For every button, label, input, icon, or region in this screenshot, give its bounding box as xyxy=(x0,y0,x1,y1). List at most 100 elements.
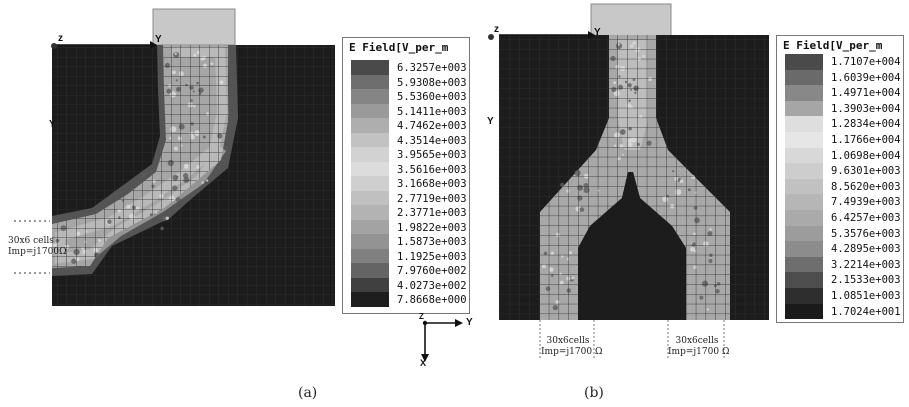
legend-color-swatch xyxy=(351,147,389,162)
panel-b-caption: (b) xyxy=(584,385,604,401)
legend-value-label: 5.9308e+003 xyxy=(397,76,467,89)
field-speckle xyxy=(165,216,169,220)
panel-b-axis-y-label: Y xyxy=(594,27,601,38)
legend-color-swatch xyxy=(351,277,389,292)
panel-a-port-note-line1: 30x6 cells xyxy=(8,236,54,246)
legend-value-label: 1.1766e+004 xyxy=(831,134,901,146)
panel-b-inner-notch xyxy=(578,172,686,320)
legend-color-swatch xyxy=(785,194,823,210)
field-speckle xyxy=(201,181,204,184)
legend-color-swatch xyxy=(785,288,823,304)
panel-a-legend: E Field[V_per_m 6.3257e+003 5.9308e+003 5.… xyxy=(342,37,470,314)
legend-color-swatch xyxy=(351,219,389,234)
field-speckle xyxy=(160,226,164,231)
legend-value-label: 6.3257e+003 xyxy=(397,62,467,74)
legend-color-swatch xyxy=(351,292,389,307)
legend-color-swatch xyxy=(351,234,389,249)
legend-value-label: 6.4257e+003 xyxy=(831,212,901,224)
legend-color-swatch xyxy=(351,263,389,278)
field-speckle xyxy=(560,182,565,187)
legend-color-swatch xyxy=(351,176,389,191)
legend-value-label: 4.7462e+003 xyxy=(397,120,467,132)
field-speckle xyxy=(161,215,168,222)
legend-value-label: 1.0698e+004 xyxy=(831,149,901,162)
panel-b-right-port-line2: Imp=j1700 Ω xyxy=(668,347,730,357)
legend-color-swatch xyxy=(785,100,823,117)
panel-a-origin-marker xyxy=(51,43,57,49)
panel-a-axis-z-label: z xyxy=(58,33,63,44)
legend-value-label: 7.9760e+002 xyxy=(397,265,467,277)
panel-b-legend-title: E Field[V_per_m xyxy=(783,39,883,52)
panel-b-left-port-note: 30x6cells Imp=j1700 Ω xyxy=(541,336,603,358)
legend-value-label: 1.5873e+003 xyxy=(397,236,467,248)
legend-value-label: 1.4971e+004 xyxy=(831,87,901,100)
legend-value-label: 1.3903e+004 xyxy=(831,102,901,115)
coordinate-axes-icon xyxy=(421,319,463,362)
legend-color-swatch xyxy=(785,132,823,148)
panel-a-plot xyxy=(51,8,335,306)
panel-b-origin-marker xyxy=(488,34,494,40)
legend-color-swatch xyxy=(785,54,823,70)
coord-x-label: X xyxy=(420,358,427,368)
legend-color-swatch xyxy=(785,241,823,257)
panel-b-side-y-label: Y xyxy=(487,116,494,127)
legend-color-swatch xyxy=(785,225,823,242)
legend-value-label: 3.1668e+003 xyxy=(397,178,467,190)
panel-a-port-note-line2: Imp=j1700Ω xyxy=(8,247,67,257)
legend-color-swatch xyxy=(785,256,823,273)
legend-color-swatch xyxy=(785,147,823,164)
panel-a-port-note: 30x6 cells Imp=j1700Ω xyxy=(8,236,67,258)
legend-value-label: 2.1533e+003 xyxy=(831,274,901,287)
legend-value-label: 4.3514e+003 xyxy=(397,134,467,147)
panel-b-left-port-line1: 30x6cells xyxy=(546,336,590,346)
legend-value-label: 3.2214e+003 xyxy=(831,258,901,271)
legend-value-label: 1.0851e+003 xyxy=(831,290,901,302)
panel-b-right-port-note: 30x6cells Imp=j1700 Ω xyxy=(668,336,730,358)
panel-b-legend: E Field[V_per_m 1.7107e+004 1.6039e+004 1.… xyxy=(776,35,904,323)
legend-value-label: 2.3771e+003 xyxy=(397,207,467,219)
field-speckle xyxy=(175,197,181,203)
legend-value-label: 1.1925e+003 xyxy=(397,250,467,263)
legend-color-swatch xyxy=(351,132,389,147)
legend-value-label: 1.2834e+004 xyxy=(831,118,901,131)
legend-value-label: 1.7024e+001 xyxy=(831,305,901,318)
panel-a-axis-y-label: Y xyxy=(155,34,162,45)
legend-value-label: 1.7107e+004 xyxy=(831,56,901,68)
legend-value-label: 9.6301e+003 xyxy=(831,165,901,178)
legend-color-swatch xyxy=(785,163,823,179)
panel-b-right-port-line1: 30x6cells xyxy=(675,336,719,346)
legend-color-swatch xyxy=(351,118,389,133)
legend-value-label: 5.1411e+003 xyxy=(397,105,467,118)
legend-color-swatch xyxy=(351,103,389,118)
legend-value-label: 2.7719e+003 xyxy=(397,192,467,205)
panel-b-feed-block xyxy=(590,3,672,37)
coord-z-label: Z xyxy=(419,312,424,321)
legend-value-label: 1.9822e+003 xyxy=(397,221,467,234)
legend-color-swatch xyxy=(785,178,823,195)
panel-b-plot xyxy=(488,3,769,320)
legend-color-swatch xyxy=(785,116,823,132)
legend-color-swatch xyxy=(351,89,389,104)
panel-a-feed-block xyxy=(152,8,236,46)
field-speckle xyxy=(141,172,146,177)
panel-a-port-lines xyxy=(14,220,50,274)
panel-a-legend-title: E Field[V_per_m xyxy=(349,41,449,54)
legend-color-swatch xyxy=(351,248,389,263)
legend-color-swatch xyxy=(351,190,389,205)
legend-value-label: 3.9565e+003 xyxy=(397,149,467,161)
field-speckle xyxy=(206,179,209,182)
legend-color-swatch xyxy=(351,74,389,89)
legend-color-swatch xyxy=(785,272,823,288)
legend-value-label: 7.4939e+003 xyxy=(831,196,901,209)
panel-a-caption: (a) xyxy=(298,385,318,401)
legend-value-label: 4.2895e+003 xyxy=(831,243,901,256)
legend-color-swatch xyxy=(351,161,389,176)
legend-color-swatch xyxy=(785,303,823,320)
legend-color-swatch xyxy=(351,60,389,75)
legend-value-label: 1.6039e+004 xyxy=(831,71,901,84)
legend-color-swatch xyxy=(785,210,823,226)
panel-b-axis-z-label: z xyxy=(494,24,499,35)
panel-b-left-port-line2: Imp=j1700 Ω xyxy=(541,347,603,357)
legend-color-swatch xyxy=(785,69,823,86)
